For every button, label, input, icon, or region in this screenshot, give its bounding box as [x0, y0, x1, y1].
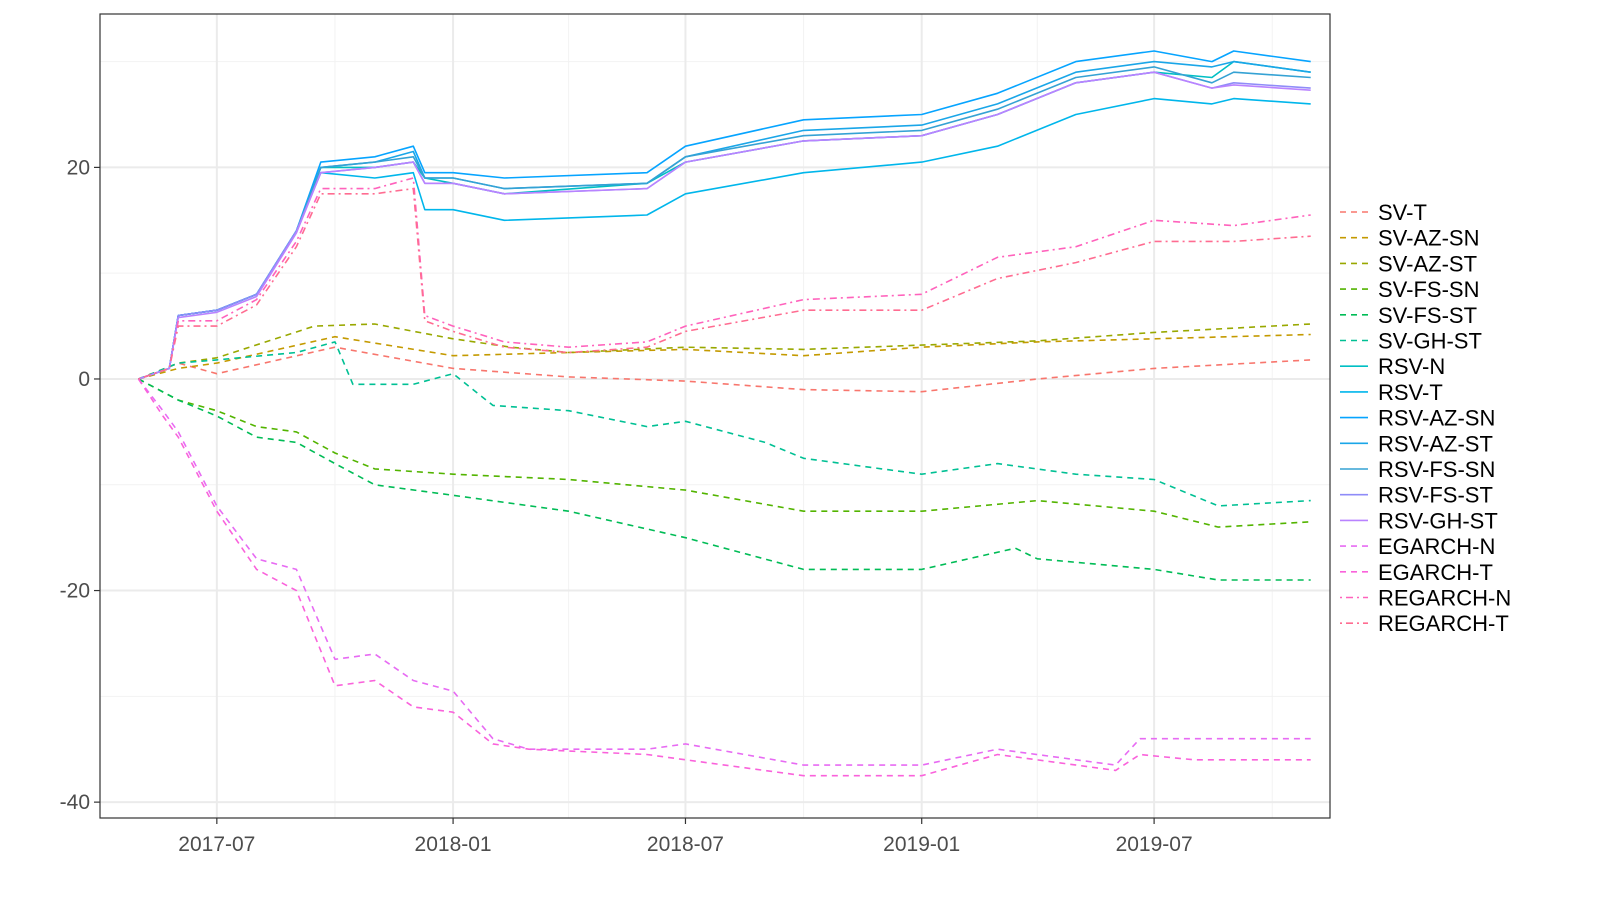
- legend-item-regarch-t: REGARCH-T: [1340, 611, 1509, 636]
- legend-label: SV-T: [1378, 200, 1427, 225]
- legend-label: RSV-T: [1378, 380, 1443, 405]
- series-line-rsv-gh-st: [138, 71, 1311, 380]
- legend-item-rsv-fs-st: RSV-FS-ST: [1340, 483, 1493, 508]
- legend-item-rsv-n: RSV-N: [1340, 354, 1445, 379]
- legend-item-rsv-az-sn: RSV-AZ-SN: [1340, 406, 1495, 431]
- series-line-egarch-t: [137, 378, 1311, 777]
- legend-label: REGARCH-T: [1378, 611, 1509, 636]
- y-axis: -40 -20 0 20: [60, 156, 100, 814]
- legend-label: RSV-AZ-ST: [1378, 431, 1493, 456]
- y-tick-label: 20: [67, 156, 90, 179]
- legend-item-regarch-n: REGARCH-N: [1340, 586, 1511, 611]
- legend-item-rsv-t: RSV-T: [1340, 380, 1443, 405]
- legend-label: RSV-N: [1378, 354, 1445, 379]
- minor-grid: [99, 14, 1330, 818]
- legend-label: RSV-AZ-SN: [1378, 406, 1495, 431]
- x-tick-label: 2018-01: [415, 833, 492, 856]
- legend-label: SV-AZ-ST: [1378, 251, 1477, 276]
- series-line-egarch-n: [137, 378, 1311, 766]
- legend-label: RSV-GH-ST: [1378, 508, 1498, 533]
- x-tick-label: 2018-07: [647, 833, 724, 856]
- plot-panel-border: [99, 13, 1331, 819]
- x-tick-label: 2019-07: [1116, 833, 1193, 856]
- legend-item-rsv-az-st: RSV-AZ-ST: [1340, 431, 1493, 456]
- legend-item-sv-az-st: SV-AZ-ST: [1340, 251, 1477, 276]
- y-tick-label: -40: [60, 791, 90, 814]
- series-line-regarch-t: [138, 187, 1311, 380]
- legend-label: EGARCH-T: [1378, 560, 1493, 585]
- legend-item-sv-fs-sn: SV-FS-SN: [1340, 277, 1479, 302]
- legend-label: EGARCH-N: [1378, 534, 1495, 559]
- series-layer: [137, 50, 1311, 777]
- legend-label: RSV-FS-SN: [1378, 457, 1495, 482]
- series-line-sv-t: [138, 346, 1311, 393]
- series-line-sv-az-sn: [138, 333, 1311, 380]
- y-tick-label: -20: [60, 580, 90, 603]
- legend-item-egarch-n: EGARCH-N: [1340, 534, 1495, 559]
- legend-label: REGARCH-N: [1378, 586, 1511, 611]
- legend-label: SV-FS-ST: [1378, 303, 1477, 328]
- legend-item-sv-fs-st: SV-FS-ST: [1340, 303, 1477, 328]
- series-line-sv-fs-st: [138, 378, 1311, 581]
- legend-label: SV-AZ-SN: [1378, 226, 1479, 251]
- legend-label: SV-GH-ST: [1378, 329, 1482, 354]
- legend-item-sv-gh-st: SV-GH-ST: [1340, 329, 1482, 354]
- x-tick-label: 2017-07: [178, 833, 255, 856]
- x-tick-label: 2019-01: [883, 833, 960, 856]
- legend-item-rsv-fs-sn: RSV-FS-SN: [1340, 457, 1495, 482]
- series-line-sv-fs-sn: [138, 378, 1311, 528]
- series-line-sv-az-st: [138, 323, 1311, 380]
- legend-label: RSV-FS-ST: [1378, 483, 1493, 508]
- legend-item-sv-t: SV-T: [1340, 200, 1427, 225]
- x-axis: 2017-07 2018-01 2018-07 2019-01 2019-07: [178, 818, 1193, 856]
- series-line-regarch-n: [138, 177, 1311, 380]
- legend-item-egarch-t: EGARCH-T: [1340, 560, 1493, 585]
- legend-item-rsv-gh-st: RSV-GH-ST: [1340, 508, 1498, 533]
- legend: SV-TSV-AZ-SNSV-AZ-STSV-FS-SNSV-FS-STSV-G…: [1340, 200, 1511, 636]
- major-grid: [100, 14, 1330, 818]
- y-tick-label: 0: [78, 368, 90, 391]
- legend-label: SV-FS-SN: [1378, 277, 1479, 302]
- series-line-sv-gh-st: [138, 341, 1311, 507]
- legend-item-sv-az-sn: SV-AZ-SN: [1340, 226, 1479, 251]
